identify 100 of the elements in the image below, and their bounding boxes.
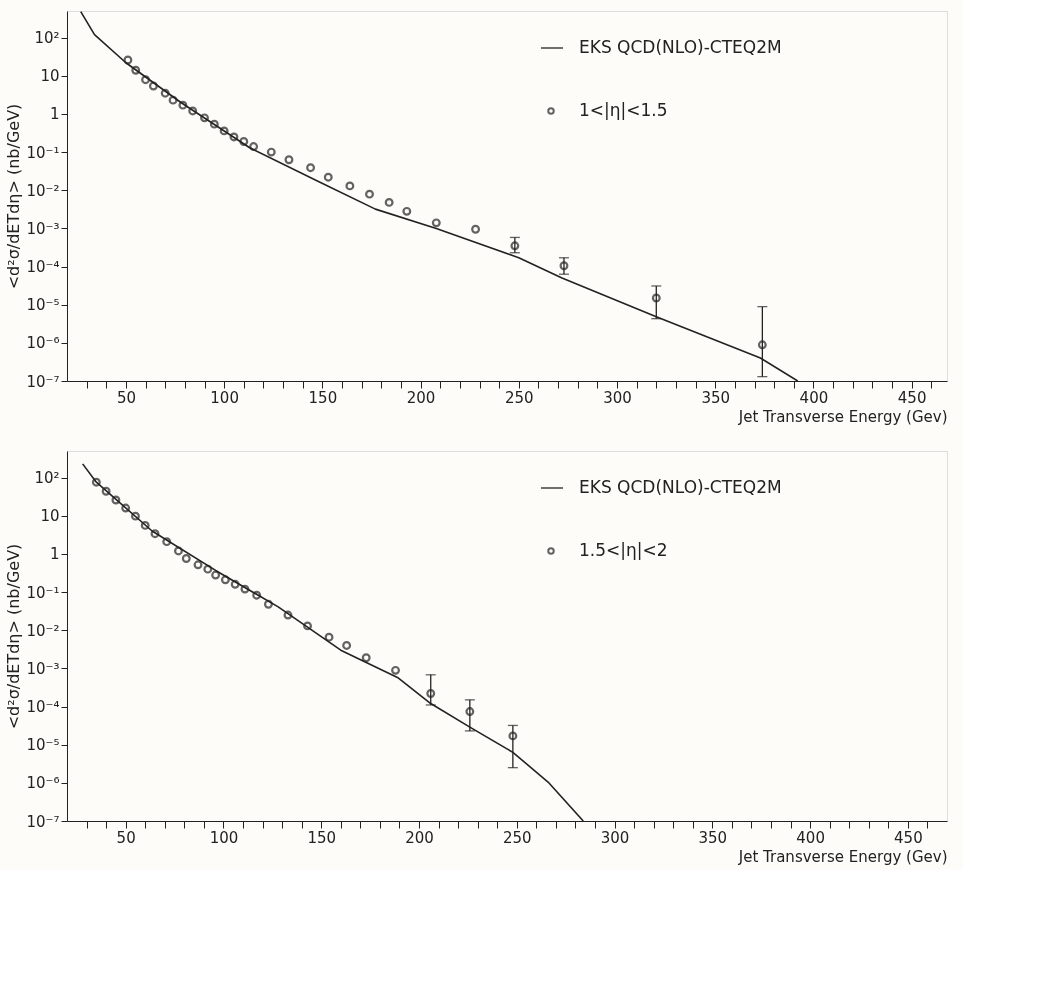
x-tick-label: 150 <box>307 828 337 847</box>
point <box>160 88 170 98</box>
point <box>101 486 111 496</box>
y-tick-label: 10 <box>40 67 60 86</box>
point <box>324 632 334 642</box>
point <box>162 537 172 547</box>
x-axis-title: Jet Transverse Energy (Gev) <box>737 847 948 866</box>
x-tick-label: 150 <box>308 388 338 407</box>
point <box>365 189 374 199</box>
y-tick-label: 10⁻⁴ <box>26 258 60 277</box>
y-tick-label: 10 <box>40 507 60 526</box>
point <box>471 224 481 234</box>
point <box>239 137 249 146</box>
point <box>240 584 250 594</box>
point <box>510 241 520 251</box>
point <box>263 599 273 609</box>
x-tick-label: 200 <box>405 828 434 847</box>
point <box>361 653 371 663</box>
x-tick-label: 100 <box>210 388 239 407</box>
point <box>284 155 294 165</box>
point <box>148 81 158 91</box>
y-tick-label: 10⁻⁵ <box>26 296 60 315</box>
x-tick-label: 100 <box>209 828 239 847</box>
x-tick-label: 250 <box>504 388 534 407</box>
point <box>402 206 412 216</box>
point <box>229 132 239 142</box>
point <box>181 554 191 563</box>
y-tick-label: 10⁻⁷ <box>26 372 60 391</box>
x-tick-label: 300 <box>603 388 632 407</box>
y-tick-label: 10⁻⁷ <box>26 812 60 831</box>
y-tick-label: 10⁻¹ <box>26 583 60 602</box>
y-tick-label: 10⁻⁶ <box>26 334 60 353</box>
point <box>211 570 221 580</box>
y-axis-title: <d²σ/dETdη> (nb/GeV) <box>4 543 24 730</box>
point <box>150 529 160 539</box>
x-tick-label: 200 <box>406 388 436 407</box>
y-tick-label: 1 <box>49 545 60 564</box>
point <box>431 218 441 228</box>
point <box>220 575 230 585</box>
point <box>168 95 178 105</box>
legend-label: EKS QCD(NLO)-CTEQ2M <box>579 37 782 57</box>
legend-label: 1<|η|<1.5 <box>579 99 668 120</box>
x-tick-label: 250 <box>502 828 532 847</box>
x-tick-label: 50 <box>116 388 136 407</box>
y-tick-label: 10⁻⁵ <box>26 736 60 755</box>
y-tick-label: 10⁻¹ <box>26 143 60 162</box>
point <box>130 511 140 521</box>
point <box>123 55 133 65</box>
x-tick-label: 450 <box>897 388 927 407</box>
point <box>131 65 141 75</box>
y-axis-title: <d²σ/dETdη> (nb/GeV) <box>4 103 24 290</box>
y-tick-label: 10⁻⁴ <box>26 698 60 717</box>
point <box>174 546 183 556</box>
x-tick-label: 350 <box>701 388 731 407</box>
point <box>230 579 240 589</box>
point <box>249 142 259 151</box>
x-tick-label: 350 <box>698 828 728 847</box>
point <box>200 113 209 123</box>
point <box>209 119 219 129</box>
point <box>323 172 333 182</box>
point <box>391 665 400 675</box>
point <box>342 640 352 650</box>
y-tick-label: 1 <box>49 105 60 124</box>
point <box>252 590 262 600</box>
x-tick-label: 400 <box>799 388 829 407</box>
point <box>140 520 150 530</box>
point <box>178 100 188 110</box>
point <box>121 503 131 513</box>
x-tick-label: 50 <box>116 828 136 847</box>
point <box>141 75 151 85</box>
point <box>111 495 121 505</box>
point <box>306 163 316 173</box>
point <box>283 610 293 620</box>
x-tick-label: 300 <box>600 828 630 847</box>
y-tick-label: 10⁻³ <box>26 659 60 678</box>
point <box>188 106 198 116</box>
point <box>91 477 101 487</box>
point <box>203 564 213 574</box>
point <box>219 126 229 136</box>
point <box>345 181 355 191</box>
point <box>559 261 569 271</box>
x-axis-title: Jet Transverse Energy (Gev) <box>737 407 948 426</box>
y-tick-label: 10⁻⁶ <box>26 774 60 793</box>
point <box>757 340 767 350</box>
point <box>266 147 276 157</box>
y-tick-label: 10² <box>34 29 60 48</box>
point <box>384 197 394 207</box>
point <box>465 707 475 716</box>
y-tick-label: 10⁻² <box>26 181 60 200</box>
y-tick-label: 10⁻³ <box>26 219 60 238</box>
point <box>426 689 436 698</box>
point <box>193 560 203 570</box>
point <box>303 621 312 631</box>
legend-label: EKS QCD(NLO)-CTEQ2M <box>579 477 782 497</box>
x-tick-label: 400 <box>796 828 825 847</box>
y-tick-label: 10⁻² <box>26 621 60 640</box>
point <box>651 293 661 303</box>
legend-label: 1.5<|η|<2 <box>579 539 668 560</box>
y-tick-label: 10² <box>34 469 60 488</box>
x-tick-label: 450 <box>894 828 923 847</box>
